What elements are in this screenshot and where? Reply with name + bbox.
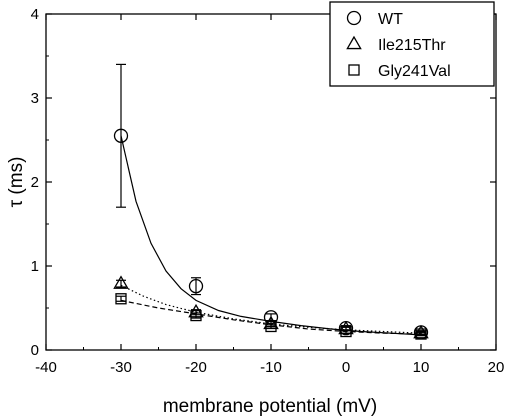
data-point-square (340, 325, 352, 338)
fit-curve-ile215thr (120, 284, 422, 334)
legend-label: Ile215Thr (378, 37, 446, 54)
legend: WT Ile215Thr Gly241Val (329, 1, 495, 87)
data-marks (113, 63, 429, 340)
data-point-circle (188, 279, 204, 294)
data-point-triangle (113, 275, 129, 289)
x-axis-label: membrane potential (mV) (163, 396, 377, 417)
fit-curve-wt (120, 135, 422, 336)
legend-marker-square (348, 64, 360, 76)
x-tick-label: 0 (342, 359, 350, 376)
legend-marker-circle (346, 10, 362, 26)
x-tick-label: 10 (413, 359, 430, 376)
data-point-square (415, 328, 427, 340)
x-tick-label: -30 (110, 359, 132, 376)
legend-marker-triangle (346, 35, 362, 50)
axes: -40 -30 -20 -10 0 10 20 0 1 2 3 4 (31, 6, 505, 376)
data-point-circle (113, 128, 129, 143)
y-tick-label: 4 (31, 6, 39, 23)
data-point-square (115, 293, 127, 305)
y-axis-label: τ (ms) (6, 157, 27, 208)
legend-label: WT (378, 11, 403, 28)
y-tick-label: 3 (31, 90, 39, 107)
fit-curves (120, 135, 422, 336)
y-tick-label: 1 (31, 258, 39, 275)
legend-label: Gly241Val (378, 63, 451, 80)
x-tick-label: 20 (488, 359, 505, 376)
data-point-square (265, 320, 277, 333)
x-tick-label: -20 (185, 359, 207, 376)
data-point-square (190, 309, 202, 322)
x-tick-label: -40 (35, 359, 57, 376)
y-tick-label: 0 (31, 342, 39, 359)
x-tick-label: -10 (260, 359, 282, 376)
y-tick-label: 2 (31, 174, 39, 191)
